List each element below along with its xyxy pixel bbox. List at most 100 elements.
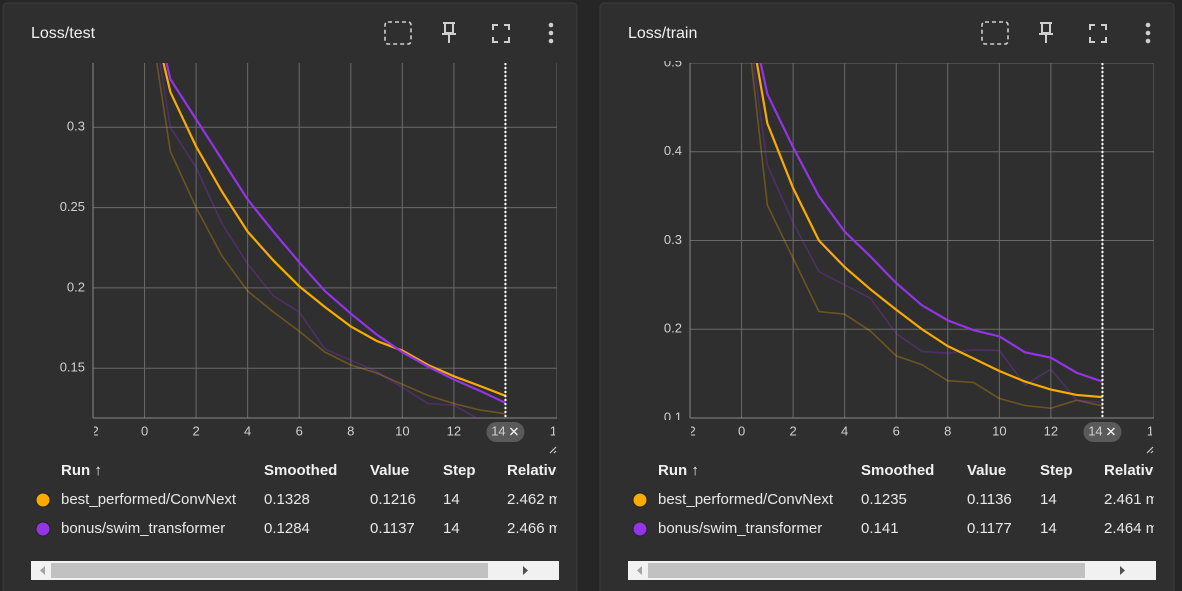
- y-tick-label: 0.4: [664, 143, 682, 158]
- table-cell: bonus/swim_transformer: [658, 520, 822, 537]
- step-marker-chip[interactable]: [1083, 422, 1122, 442]
- resize-handle: [1146, 446, 1154, 454]
- table-header: Value: [370, 462, 409, 479]
- table-cell: 0.1136: [967, 491, 1012, 508]
- fullscreen-button[interactable]: [1089, 24, 1107, 43]
- smoothed-line: [165, 63, 506, 404]
- y-tick-label: 0.2: [664, 321, 682, 336]
- table-cell: 2.464 min: [1104, 520, 1170, 537]
- resize-handle: [549, 446, 557, 454]
- card-title: Loss/test: [31, 25, 96, 42]
- raw-line: [752, 63, 1103, 404]
- x-tick-label: 8: [944, 423, 951, 438]
- table-header: Step: [443, 462, 476, 479]
- card: [599, 2, 1175, 591]
- step-marker-close[interactable]: [1106, 427, 1115, 436]
- step-marker-label: 14: [491, 423, 505, 438]
- menu-button[interactable]: [548, 38, 554, 44]
- table-header: Value: [967, 462, 1006, 479]
- x-tick-label: 6: [893, 423, 900, 438]
- x-tick-label: 4: [244, 423, 251, 438]
- pin-button[interactable]: [442, 22, 456, 43]
- card-title: Loss/train: [628, 25, 697, 42]
- table-cell: 0.1177: [967, 520, 1012, 537]
- scroll-right[interactable]: [1120, 566, 1125, 575]
- run-color: [632, 521, 648, 537]
- run-color: [632, 492, 648, 508]
- scrollbar-thumb[interactable]: [51, 563, 488, 578]
- table-cell: 14: [1040, 491, 1057, 508]
- x-tick-label: 12: [447, 423, 461, 438]
- menu-button[interactable]: [548, 30, 554, 36]
- raw-line: [156, 63, 506, 415]
- scroll-left[interactable]: [40, 566, 45, 575]
- y-tick-label: 0.5: [664, 54, 682, 69]
- fit-domain-button[interactable]: [981, 21, 1009, 45]
- y-tick-label: 0.3: [67, 119, 85, 134]
- table-header[interactable]: Run ↑: [61, 462, 102, 479]
- fit-domain-button[interactable]: [384, 21, 412, 45]
- scrollbar-thumb[interactable]: [648, 563, 1085, 578]
- y-tick-label: 0.3: [664, 232, 682, 247]
- x-tick-label: 12: [1044, 423, 1058, 438]
- step-marker-close[interactable]: [509, 427, 518, 436]
- scroll-right[interactable]: [523, 566, 528, 575]
- x-tick-label: 8: [347, 423, 354, 438]
- menu-button[interactable]: [1145, 22, 1151, 28]
- y-tick-label: 0.1: [664, 409, 682, 424]
- x-tick-label: 2: [789, 423, 796, 438]
- fullscreen-button[interactable]: [492, 24, 510, 43]
- scroll-left[interactable]: [637, 566, 642, 575]
- smoothed-line: [162, 63, 506, 397]
- table-header: Smoothed: [861, 462, 934, 479]
- table-cell: 14: [443, 520, 460, 537]
- x-tick-label: 6: [296, 423, 303, 438]
- run-color: [35, 492, 51, 508]
- table-cell: 0.1328: [264, 491, 310, 508]
- table-cell: 2.466 min: [507, 520, 573, 537]
- step-marker-label: 14: [1088, 423, 1102, 438]
- x-tick-label: -2: [87, 423, 99, 438]
- run-color: [35, 521, 51, 537]
- pin-button[interactable]: [1039, 22, 1053, 43]
- x-tick-label: 16: [1147, 423, 1161, 438]
- table-cell: 2.462 min: [507, 491, 573, 508]
- table-header: Step: [1040, 462, 1073, 479]
- table-cell: 0.141: [861, 520, 899, 537]
- table-cell: 0.1137: [370, 520, 415, 537]
- y-tick-label: 0.25: [60, 199, 85, 214]
- y-tick-label: 0.2: [67, 279, 85, 294]
- table-header: Relative: [1104, 462, 1162, 479]
- menu-button[interactable]: [548, 22, 554, 28]
- table-cell: bonus/swim_transformer: [61, 520, 225, 537]
- step-marker-chip[interactable]: [486, 422, 525, 442]
- table-cell: 2.461 min: [1104, 491, 1170, 508]
- x-tick-label: 10: [395, 423, 409, 438]
- menu-button[interactable]: [1145, 30, 1151, 36]
- table-cell: best_performed/ConvNext: [61, 491, 237, 508]
- card: [2, 2, 578, 591]
- table-cell: 14: [1040, 520, 1057, 537]
- smoothed-line: [759, 63, 1103, 383]
- table-cell: best_performed/ConvNext: [658, 491, 834, 508]
- x-tick-label: 4: [841, 423, 848, 438]
- x-tick-label: 0: [141, 423, 148, 438]
- table-header[interactable]: Run ↑: [658, 462, 699, 479]
- raw-line: [750, 63, 1103, 410]
- table-header: Relative: [507, 462, 565, 479]
- table-header: Smoothed: [264, 462, 337, 479]
- table-cell: 0.1284: [264, 520, 310, 537]
- table-cell: 0.1216: [370, 491, 416, 508]
- x-tick-label: -2: [684, 423, 696, 438]
- table-cell: 14: [443, 491, 460, 508]
- smoothed-line: [755, 63, 1103, 399]
- x-tick-label: 10: [992, 423, 1006, 438]
- raw-line: [159, 63, 479, 418]
- x-tick-label: 0: [738, 423, 745, 438]
- table-cell: 0.1235: [861, 491, 907, 508]
- menu-button[interactable]: [1145, 38, 1151, 44]
- x-tick-label: 2: [192, 423, 199, 438]
- y-tick-label: 0.15: [60, 360, 85, 375]
- x-tick-label: 16: [550, 423, 564, 438]
